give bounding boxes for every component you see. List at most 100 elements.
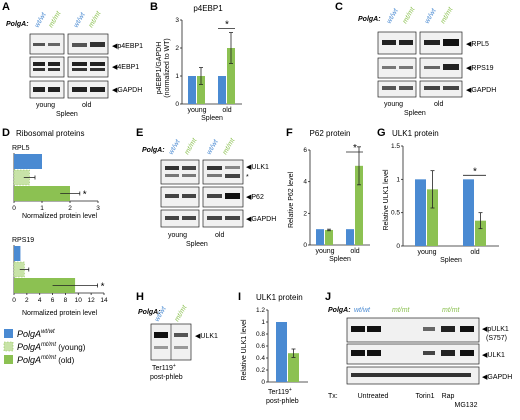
y-tick-label: 0 xyxy=(175,101,179,108)
bar xyxy=(427,189,438,246)
cell-type-label: Ter119+ xyxy=(268,387,292,396)
significance-star: * xyxy=(353,143,357,154)
genotype-wt-label: wt/wt xyxy=(154,305,169,323)
y-tick-label: 6 xyxy=(303,147,307,154)
group-young-label: young xyxy=(384,101,403,108)
bar xyxy=(218,76,226,104)
x-tick-label: 4 xyxy=(38,297,42,304)
significance-star: * xyxy=(473,166,477,177)
x-tick-label: 0 xyxy=(12,205,16,212)
treatment-rap: Rap xyxy=(442,393,455,400)
legend-swatch xyxy=(4,329,13,338)
x-tick-label: 10 xyxy=(75,297,83,304)
panel-letter-g: G xyxy=(377,127,386,139)
x-tick-label: young xyxy=(417,249,436,256)
y-tick-label: 1.2 xyxy=(256,307,265,314)
treatment-mg132: MG132 xyxy=(455,402,478,409)
y-tick-label: 0 xyxy=(261,379,265,386)
tissue-label: Spleen xyxy=(404,110,426,117)
y-tick-label: 1 xyxy=(175,73,179,80)
band-label: ◀ULK1 xyxy=(195,333,218,340)
panel-letter-d: D xyxy=(2,127,10,139)
genotype-mt-label: mt/mt xyxy=(442,307,461,314)
y-tick-label: 0.2 xyxy=(256,367,265,374)
y-tick-label: 0 xyxy=(303,242,307,249)
genotype-mt-label: mt/mt xyxy=(222,136,237,156)
genotype-mt-label: mt/mt xyxy=(392,307,411,314)
panel-letter-i: I xyxy=(238,291,241,303)
y-axis-label: Relative P62 level xyxy=(288,172,295,228)
tissue-label: Spleen xyxy=(56,111,78,118)
y-tick-label: 0 xyxy=(396,243,400,250)
y-axis-label: Relative ULK1 level xyxy=(383,169,390,231)
polga-label: PolgA: xyxy=(328,307,351,314)
hbar-chart-rpl5: 0 1 2 3 * xyxy=(12,153,100,212)
panel-h: H PolgA: wt/wt mt/mt ◀ULK1 Ter119+ post-… xyxy=(136,291,218,381)
legend-swatch xyxy=(3,341,14,352)
group-old-label: old xyxy=(434,101,443,108)
y-tick-label: 0.6 xyxy=(256,343,265,350)
bar xyxy=(188,76,196,104)
bar xyxy=(276,322,287,382)
blot-image xyxy=(377,31,463,98)
subplot-label-rps19: RPS19 xyxy=(12,237,34,244)
band-label: ◀p4EBP1 xyxy=(112,43,143,50)
y-axis-label-2: (normalized to WT) xyxy=(164,38,171,98)
y-tick-label: 3 xyxy=(175,17,179,24)
legend-label: PolgAwt/wt xyxy=(17,329,55,339)
bar xyxy=(316,229,324,245)
cell-type-sublabel: post-phleb xyxy=(266,398,299,405)
y-tick-label: 0.8 xyxy=(256,331,265,338)
genotype-mt-label: mt/mt xyxy=(402,5,417,25)
panel-letter-f: F xyxy=(286,127,293,139)
significance-star: * xyxy=(225,20,229,31)
x-tick-label: 0 xyxy=(12,297,16,304)
x-axis-label: Spleen xyxy=(329,256,351,263)
band-label: ◀GAPDH xyxy=(246,216,276,223)
x-tick-label: 1 xyxy=(40,205,44,212)
y-tick-label: 0.4 xyxy=(256,355,265,362)
y-tick-label: 1 xyxy=(261,319,265,326)
x-tick-label: young xyxy=(315,248,334,255)
bar xyxy=(325,229,333,245)
panel-a: A PolgA: wt/wt mt/mt wt/wt mt/mt ◀p4EBP1… xyxy=(2,1,143,118)
x-tick-label: old xyxy=(470,249,479,256)
y-tick-label: 4 xyxy=(303,179,307,186)
tissue-label: Spleen xyxy=(186,241,208,248)
genotype-mt-label: mt/mt xyxy=(48,9,63,29)
panel-d: D Ribosomal proteins RPL5 0 1 2 3* Normaliz… xyxy=(2,127,108,365)
bar xyxy=(14,186,70,201)
panel-letter-h: H xyxy=(136,291,144,303)
legend-swatch xyxy=(4,355,13,364)
blot-image xyxy=(346,317,480,385)
bar xyxy=(227,48,235,104)
panel-f: F P62 protein Relative P62 level 0 2 4 6 you… xyxy=(286,127,370,263)
panel-g: G ULK1 protein Relative ULK1 level 0 0.5 1… xyxy=(377,127,499,264)
band-label: ◀P62 xyxy=(246,194,264,201)
legend-label: PolgAmt/mt (young) xyxy=(17,342,86,352)
genotype-wt-label: wt/wt xyxy=(354,307,371,314)
subplot-label-rpl5: RPL5 xyxy=(12,145,30,152)
legend-label: PolgAmt/mt (old) xyxy=(17,355,75,365)
chart-title: P62 protein xyxy=(310,129,351,138)
polga-label: PolgA: xyxy=(138,309,161,316)
band-label: ◀pULK1 xyxy=(482,326,509,333)
chart-title: Ribosomal proteins xyxy=(16,129,84,138)
x-tick-label: 2 xyxy=(68,205,72,212)
significance-star: * xyxy=(83,190,87,201)
bar-chart-i: 0 0.2 0.4 0.6 0.8 1 1.2 xyxy=(256,307,308,386)
genotype-mt-label: mt/mt xyxy=(184,136,199,156)
y-axis-label: Relative ULK1 level xyxy=(241,319,248,381)
x-tick-label: 12 xyxy=(88,297,96,304)
band-label: ◀GAPDH xyxy=(112,87,142,94)
bar-chart-g: 0 0.5 1 1.5 young old Spleen * xyxy=(391,143,499,264)
x-tick-label: 3 xyxy=(96,205,100,212)
x-tick-label: young xyxy=(187,107,206,114)
x-tick-label: 8 xyxy=(64,297,68,304)
band-label: ◀RPL5 xyxy=(466,41,489,48)
x-axis-label: Normalized protein level xyxy=(22,310,98,317)
cell-type-label: Ter119+ xyxy=(152,363,176,372)
bar xyxy=(463,179,474,246)
band-label: ◀RPS19 xyxy=(466,65,494,72)
genotype-mt-label: mt/mt xyxy=(440,5,455,25)
